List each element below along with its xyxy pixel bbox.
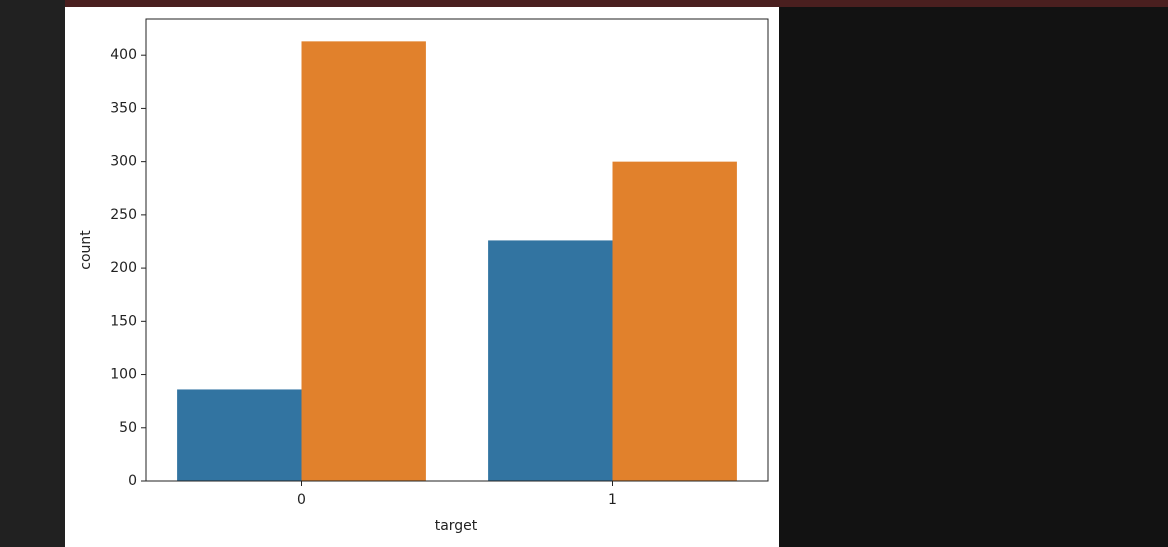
y-tick-label: 350 <box>110 100 137 116</box>
x-tick-label: 0 <box>297 492 306 508</box>
plot-frame <box>145 18 769 482</box>
y-tick-label: 50 <box>119 420 137 436</box>
y-tick-label: 150 <box>110 313 137 329</box>
dark-panel <box>779 0 1168 547</box>
x-axis-label: target <box>435 518 478 534</box>
x-tick-label: 1 <box>608 492 617 508</box>
y-tick-label: 250 <box>110 207 137 223</box>
y-tick-label: 0 <box>128 473 137 489</box>
y-tick-label: 100 <box>110 367 137 383</box>
error-banner <box>65 0 1168 7</box>
y-tick-label: 400 <box>110 47 137 63</box>
bar <box>488 240 613 481</box>
bar <box>177 389 302 481</box>
y-tick-label: 300 <box>110 154 137 170</box>
y-axis-label: count <box>78 230 94 270</box>
bar <box>301 41 426 482</box>
bar <box>612 161 737 482</box>
y-tick-label: 200 <box>110 260 137 276</box>
